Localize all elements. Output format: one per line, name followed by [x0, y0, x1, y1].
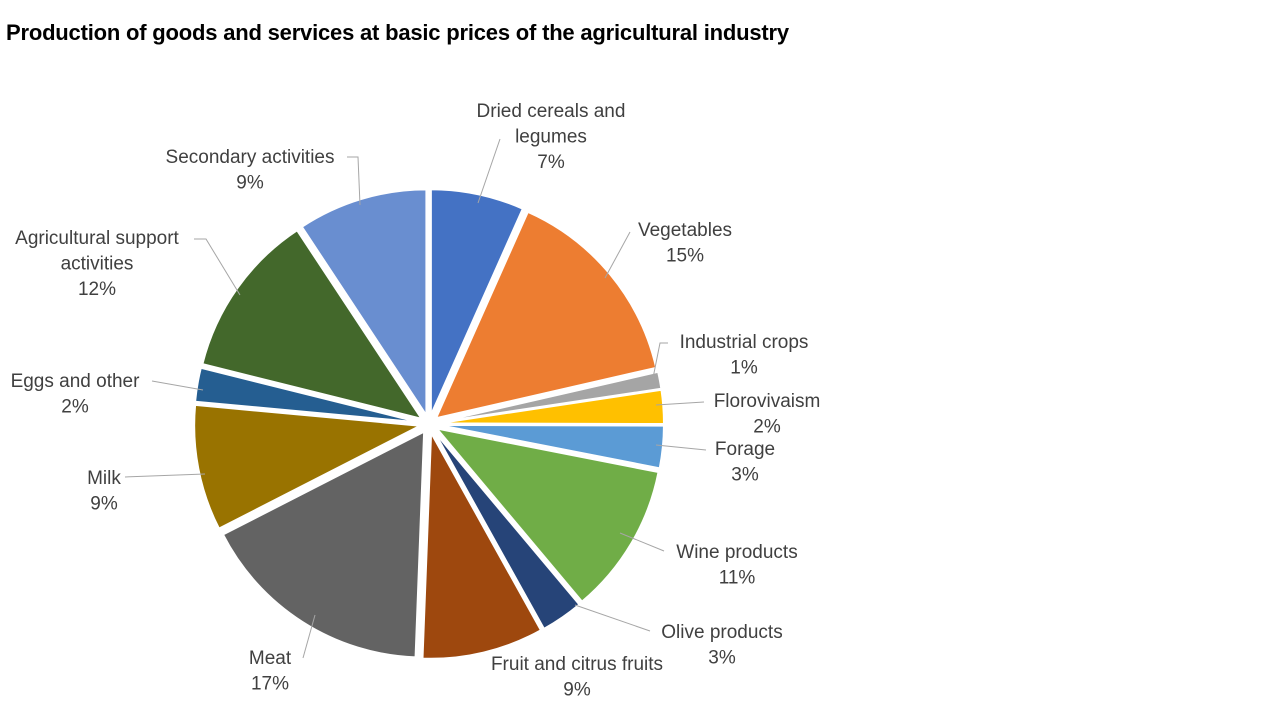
- data-label-category: Wine products: [676, 542, 797, 563]
- slice-labels: Dried cereals and legumes 7% Vegetables 15% I…: [11, 101, 821, 701]
- data-label-vegetables: Vegetables 15%: [638, 220, 732, 267]
- leader-line-secondary-activities: [347, 156, 361, 206]
- data-label-eggs-and-other: Eggs and other 2%: [11, 371, 141, 418]
- data-label-percent: 2%: [753, 417, 781, 438]
- leader-line-wine-products: [619, 532, 665, 552]
- pie-slice-secondary-activities: [300, 188, 428, 419]
- data-label-category: Fruit and citrus fruits: [491, 654, 663, 675]
- data-label-percent: 9%: [90, 494, 118, 515]
- data-label-fruit-and-citrus-fruits: Fruit and citrus fruits 9%: [491, 654, 663, 701]
- data-label-category: Milk: [87, 468, 121, 489]
- pie-slice-vegetables: [434, 210, 658, 420]
- data-label-percent: 1%: [730, 358, 758, 379]
- data-label-olive-products: Olive products 3%: [661, 622, 782, 669]
- leader-line-olive-products: [574, 604, 651, 632]
- leader-line-vegetables: [604, 231, 631, 279]
- leader-line-industrial-crops: [652, 342, 668, 379]
- data-label-percent: 9%: [563, 680, 591, 701]
- data-label-percent: 2%: [61, 397, 89, 418]
- pie-slice-meat: [221, 429, 426, 659]
- data-label-category: Florovivaism: [714, 391, 821, 412]
- leader-line-forage: [655, 444, 707, 451]
- data-label-percent: 3%: [731, 465, 759, 486]
- data-label-percent: 12%: [78, 279, 116, 300]
- data-label-industrial-crops: Industrial crops 1%: [680, 332, 809, 379]
- data-label-category: Agricultural support: [15, 228, 179, 249]
- data-label-percent: 11%: [719, 568, 756, 589]
- data-label-category: activities: [61, 254, 134, 275]
- data-label-forage: Forage 3%: [715, 439, 775, 486]
- data-label-category: Meat: [249, 648, 292, 669]
- data-label-category: Dried cereals and: [477, 101, 626, 122]
- data-label-category: Industrial crops: [680, 332, 809, 353]
- pie-slice-florovivaism: [437, 388, 665, 426]
- leader-line-milk: [124, 473, 206, 478]
- leader-line-meat: [302, 614, 316, 659]
- pie-slice-eggs-and-other: [193, 366, 421, 424]
- data-label-agricultural-support-activities: Agricultural support activities 12%: [15, 228, 179, 300]
- data-label-category: Forage: [715, 439, 775, 460]
- pie-slice-milk: [193, 403, 424, 530]
- data-label-category: Olive products: [661, 622, 782, 643]
- data-label-milk: Milk 9%: [87, 468, 121, 515]
- leader-line-agricultural-support-activities: [194, 238, 241, 296]
- data-label-category: Vegetables: [638, 220, 732, 241]
- pie-slice-wine-products: [434, 427, 660, 604]
- data-label-dried-cereals-and-legumes: Dried cereals and legumes 7%: [477, 101, 626, 173]
- data-label-secondary-activities: Secondary activities 9%: [166, 147, 335, 194]
- leader-line-eggs-and-other: [151, 380, 204, 391]
- data-label-category: legumes: [515, 127, 587, 148]
- pie-slice-fruit-and-citrus-fruits: [421, 429, 543, 660]
- leader-line-dried-cereals-and-legumes: [477, 138, 501, 204]
- data-label-meat: Meat 17%: [249, 648, 292, 695]
- pie-slice-agricultural-support-activities: [201, 228, 424, 421]
- data-label-percent: 15%: [666, 246, 704, 267]
- data-label-percent: 7%: [537, 152, 565, 173]
- pie-slice-olive-products: [433, 430, 581, 631]
- leader-lines: [124, 138, 707, 659]
- data-label-percent: 17%: [251, 674, 289, 695]
- data-label-percent: 3%: [708, 648, 736, 669]
- pie-slice-dried-cereals-and-legumes: [429, 188, 525, 416]
- chart-title: Production of goods and services at basi…: [6, 20, 789, 45]
- data-label-percent: 9%: [236, 173, 264, 194]
- leader-line-florovivaism: [655, 401, 705, 406]
- data-label-florovivaism: Florovivaism 2%: [714, 391, 821, 438]
- pie-slice-forage: [437, 423, 665, 470]
- data-label-wine-products: Wine products 11%: [676, 542, 797, 589]
- pie-slice-industrial-crops: [437, 370, 663, 424]
- pie-slices: [193, 188, 665, 660]
- data-label-category: Secondary activities: [166, 147, 335, 168]
- data-label-category: Eggs and other: [11, 371, 141, 392]
